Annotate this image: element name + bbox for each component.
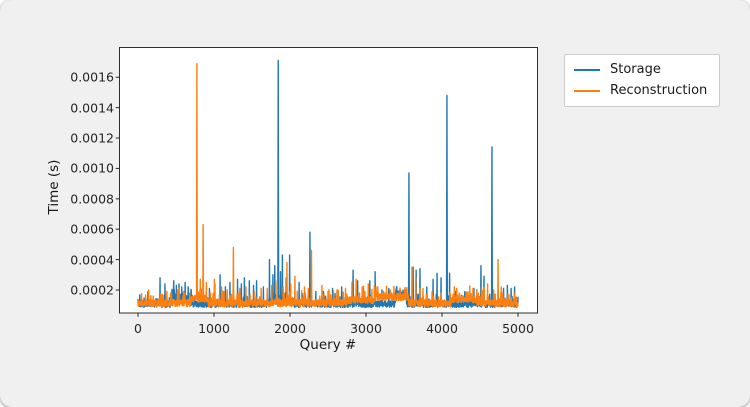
- reconstruction-line-swatch-icon: [574, 89, 600, 92]
- y-tick-label: 0.0016: [70, 69, 114, 85]
- y-axis-label: Time (s): [46, 159, 62, 215]
- y-tick-label: 0.0008: [70, 191, 114, 207]
- legend-label-storage: Storage: [610, 62, 661, 77]
- legend-label-reconstruction: Reconstruction: [610, 83, 708, 98]
- x-tick-label: 5000: [502, 321, 534, 336]
- x-axis-label: Query #: [299, 337, 357, 353]
- storage-line-swatch-icon: [574, 68, 600, 71]
- x-tick-label: 2000: [274, 321, 306, 336]
- x-tick-label: 4000: [426, 321, 458, 336]
- reconstruction-series-line: [137, 62, 519, 308]
- legend-entry-storage: Storage: [574, 62, 707, 77]
- x-tick-label: 1000: [198, 321, 230, 336]
- y-tick-label: 0.0006: [70, 221, 114, 237]
- y-tick-label: 0.0010: [70, 160, 114, 176]
- x-tick-label: 3000: [350, 321, 382, 336]
- legend-entry-reconstruction: Reconstruction: [574, 83, 707, 98]
- y-tick-label: 0.0012: [70, 130, 114, 146]
- legend: Storage Reconstruction: [564, 54, 721, 107]
- plot-area: [119, 47, 538, 313]
- y-tick-label: 0.0014: [70, 100, 114, 116]
- y-tick-label: 0.0002: [70, 282, 114, 298]
- axes-frame: [119, 47, 538, 314]
- x-tick-label: 0: [134, 321, 142, 336]
- y-tick-label: 0.0004: [70, 252, 114, 268]
